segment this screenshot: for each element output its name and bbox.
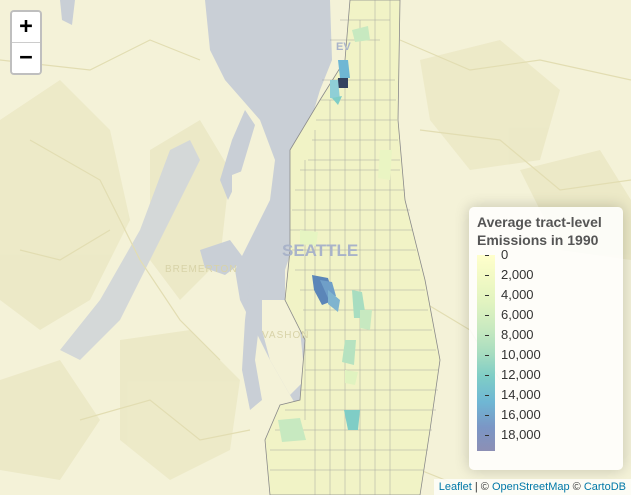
legend-tick-text: 18,000 — [501, 427, 541, 442]
legend-color-ramp — [477, 255, 495, 451]
legend-tick-mark — [485, 255, 489, 257]
zoom-control: + − — [10, 10, 42, 75]
leaflet-link[interactable]: Leaflet — [438, 481, 472, 493]
census-tracts — [264, 0, 441, 495]
legend-tick-mark — [485, 295, 489, 297]
legend-tick-text: 4,000 — [501, 287, 534, 302]
legend-tick-text: 0 — [501, 247, 509, 262]
legend-tick-text: 8,000 — [501, 327, 534, 342]
legend-tick-text: 10,000 — [501, 347, 541, 362]
legend-tick-text: 16,000 — [501, 407, 541, 422]
label-vashon: VASHON — [262, 330, 310, 341]
legend-tick-label: 16,000 — [485, 407, 541, 423]
legend-tick-label: 10,000 — [485, 347, 541, 363]
attribution: Leaflet | © OpenStreetMap © CartoDB — [433, 479, 631, 495]
legend-tick-label: 12,000 — [485, 367, 541, 383]
legend-tick-mark — [485, 335, 489, 337]
legend: Average tract-level Emissions in 1990 0 2… — [469, 207, 623, 470]
legend-tick-mark — [485, 355, 489, 357]
legend-tick-mark — [485, 315, 489, 317]
legend-body: 0 2,000 4,000 6,000 8,000 10,000 12,000 14,000 1… — [477, 247, 615, 453]
legend-tick-label: 14,000 — [485, 387, 541, 403]
label-everett: EV — [336, 41, 351, 53]
label-seattle: SEATTLE — [282, 241, 358, 260]
legend-tick-text: 12,000 — [501, 367, 541, 382]
legend-tick-label: 2,000 — [485, 267, 534, 283]
cartodb-link[interactable]: CartoDB — [583, 481, 626, 493]
bainbridge-island — [232, 165, 268, 235]
attribution-sep-2: © — [569, 481, 584, 493]
zoom-out-button[interactable]: − — [12, 42, 40, 73]
legend-tick-label: 8,000 — [485, 327, 534, 343]
legend-tick-label: 4,000 — [485, 287, 534, 303]
emission-tracts — [278, 26, 392, 442]
legend-tick-text: 2,000 — [501, 267, 534, 282]
legend-tick-mark — [485, 275, 489, 277]
legend-tick-label: 0 — [485, 247, 508, 263]
legend-title: Average tract-level Emissions in 1990 — [477, 214, 602, 248]
zoom-in-button[interactable]: + — [12, 12, 40, 42]
legend-tick-text: 6,000 — [501, 307, 534, 322]
legend-tick-mark — [485, 435, 489, 437]
vashon-island — [262, 300, 305, 395]
legend-tick-mark — [485, 395, 489, 397]
legend-tick-label: 6,000 — [485, 307, 534, 323]
label-bremerton: BREMERTON — [165, 264, 238, 275]
legend-tick-label: 18,000 — [485, 427, 541, 443]
legend-tick-mark — [485, 415, 489, 417]
legend-tick-text: 14,000 — [501, 387, 541, 402]
legend-tick-mark — [485, 375, 489, 377]
osm-link[interactable]: OpenStreetMap — [491, 481, 570, 493]
legend-labels: 0 2,000 4,000 6,000 8,000 10,000 12,000 14,000 1… — [485, 247, 615, 453]
puget-sound-water — [60, 0, 332, 420]
attribution-sep-1: | © — [471, 481, 492, 493]
